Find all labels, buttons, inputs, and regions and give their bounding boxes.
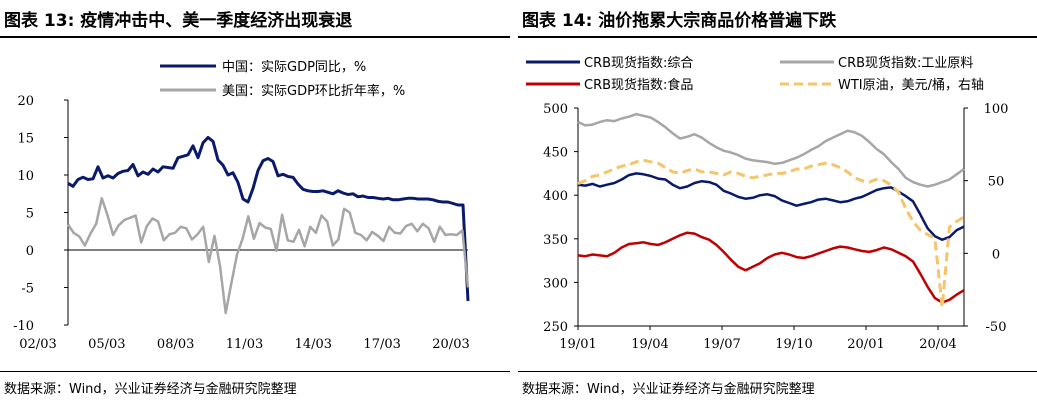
source-note: 数据来源：Wind，兴业证券经济与金融研究院整理 — [522, 382, 815, 397]
y-tick-label: 0 — [26, 244, 34, 259]
x-tick-label: 17/03 — [363, 337, 400, 352]
crb-food-line — [577, 231, 965, 304]
x-tick-label: 02/03 — [19, 337, 56, 352]
y2-tick-label: 50 — [988, 175, 1005, 190]
x-tick-label: 05/03 — [88, 337, 125, 352]
x-tick-label: 20/04 — [919, 337, 956, 352]
x-tick-label: 14/03 — [295, 337, 332, 352]
legend-label: CRB现货指数:综合 — [584, 55, 693, 71]
title-rule — [518, 36, 1037, 38]
y-tick-label: 450 — [543, 146, 568, 161]
y-tick-label: 20 — [17, 94, 34, 109]
chart-title: 图表 14: 油价拖累大宗商品价格普遍下跌 — [522, 11, 837, 31]
chart-title: 图表 13: 疫情冲击中、美一季度经济出现衰退 — [4, 11, 353, 31]
source-note: 数据来源：Wind，兴业证券经济与金融研究院整理 — [4, 382, 297, 397]
y-tick-label: 400 — [543, 189, 568, 204]
x-tick-label: 08/03 — [157, 337, 194, 352]
legend-label: 美国：实际GDP环比折年率，% — [222, 83, 405, 99]
x-tick-label: 20/03 — [432, 337, 469, 352]
legend-label: WTI原油，美元/桶，右轴 — [838, 78, 984, 93]
gdp-chart: 20 15 10 5 0 -5 -10 02/03 05/03 08/03 11/03 14/03 17… — [13, 60, 470, 352]
x-tick-label: 19/01 — [559, 337, 596, 352]
y-tick-label: -5 — [21, 282, 34, 297]
x-tick-label: 19/07 — [703, 337, 740, 352]
x-tick-label: 19/04 — [631, 337, 668, 352]
x-tick-label: 19/10 — [775, 337, 812, 352]
y2-tick-label: 100 — [984, 102, 1009, 117]
wti-oil-line — [577, 158, 965, 309]
title-rule — [0, 36, 510, 38]
x-tick-label: 11/03 — [226, 337, 263, 352]
y2-tick-label: 0 — [992, 247, 1000, 262]
source-rule — [0, 371, 510, 372]
y-tick-label: 350 — [543, 233, 568, 248]
crb-industrial-line — [577, 112, 965, 188]
y-tick-label: -10 — [13, 319, 34, 334]
china-gdp-line — [67, 136, 470, 302]
y-tick-label: 500 — [543, 102, 568, 117]
y2-tick-label: -50 — [986, 320, 1007, 335]
commodity-chart-panel: 图表 14: 油价拖累大宗商品价格普遍下跌 500 450 400 350 300 250… — [518, 0, 1037, 401]
source-rule — [518, 371, 1037, 372]
legend-label: CRB现货指数:工业原料 — [838, 55, 973, 71]
legend-label: 中国：实际GDP同比，% — [222, 60, 366, 75]
legend-label: CRB现货指数:食品 — [584, 77, 693, 93]
us-gdp-line — [66, 197, 470, 315]
gdp-chart-panel: 图表 13: 疫情冲击中、美一季度经济出现衰退 20 15 10 5 0 -5 -10 02/… — [0, 0, 510, 401]
y-tick-label: 15 — [17, 132, 34, 147]
y-tick-label: 300 — [543, 276, 568, 291]
y-tick-label: 250 — [543, 320, 568, 335]
y-tick-label: 10 — [17, 169, 34, 184]
y-tick-label: 5 — [26, 207, 34, 222]
x-tick-label: 20/01 — [847, 337, 884, 352]
